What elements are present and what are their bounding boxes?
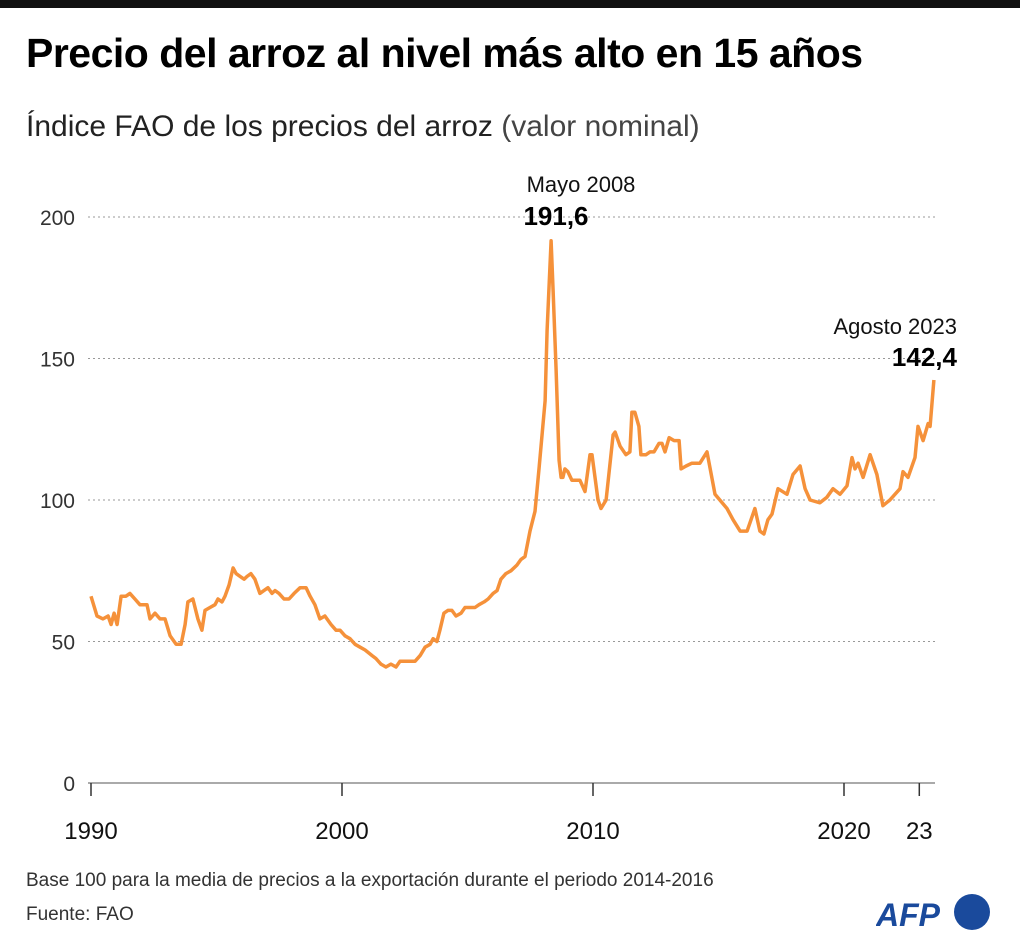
annotation-peak-value: 191,6 (523, 201, 588, 231)
y-tick-label: 200 (40, 207, 75, 230)
chart-subtitle: Índice FAO de los precios del arroz (val… (26, 110, 700, 144)
subtitle-unit: (valor nominal) (501, 110, 700, 143)
price-index-line (89, 239, 936, 669)
x-tick-label: 2010 (566, 818, 619, 845)
annotation-latest-value: 142,4 (892, 342, 958, 372)
annotation-latest-label: Agosto 2023 (833, 314, 957, 339)
y-tick-label: 150 (40, 349, 75, 372)
x-tick-label: 1990 (64, 818, 117, 845)
y-tick-label: 100 (40, 490, 75, 513)
x-tick-label: 23 (906, 818, 933, 845)
source-note: Fuente: FAO (26, 904, 134, 925)
afp-logo: AFP (876, 894, 990, 933)
annotation-peak-label: Mayo 2008 (527, 172, 636, 197)
y-tick-label: 50 (52, 632, 75, 655)
footnote: Base 100 para la media de precios a la e… (26, 870, 714, 891)
x-tick-label: 2000 (315, 818, 368, 845)
subtitle-main: Índice FAO de los precios del arroz (26, 110, 493, 143)
afp-logo-text: AFP (876, 897, 941, 933)
x-tick-label: 2020 (817, 818, 870, 845)
afp-logo-circle (954, 894, 990, 930)
top-bar (0, 0, 1020, 8)
y-tick-label: 0 (63, 773, 75, 796)
chart-title: Precio del arroz al nivel más alto en 15… (26, 30, 863, 76)
